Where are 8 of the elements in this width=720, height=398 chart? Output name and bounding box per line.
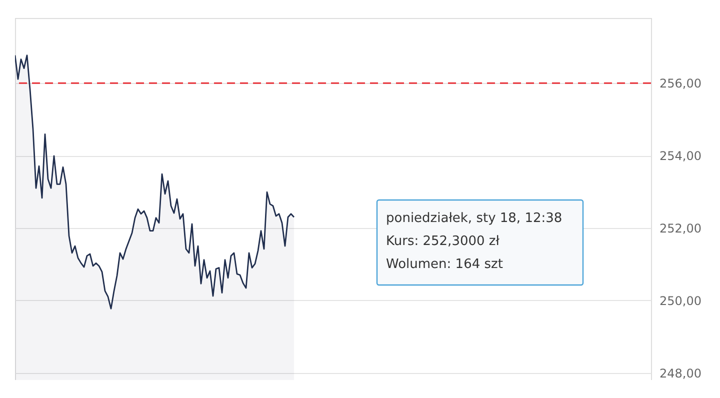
annotation: Wolumen: 164 szt [386, 257, 503, 272]
annotation: poniedziałek, sty 18, 12:38 [386, 211, 562, 226]
y-tick-label: 252,00 [660, 221, 702, 236]
annotation: Kurs: 252,3000 zł [386, 234, 500, 249]
y-tick-label: 254,00 [660, 149, 702, 164]
y-tick-label: 256,00 [660, 76, 702, 91]
y-tick-label: 248,00 [660, 366, 702, 380]
y-tick-label: 250,00 [660, 294, 702, 308]
